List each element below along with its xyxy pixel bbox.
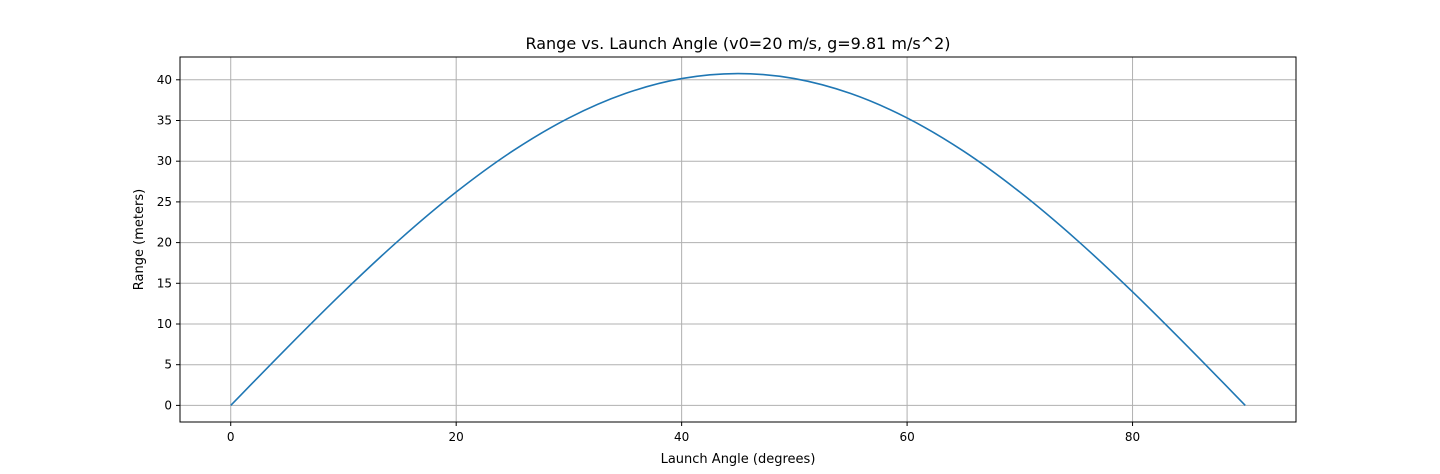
chart-title: Range vs. Launch Angle (v0=20 m/s, g=9.8…: [525, 34, 950, 53]
x-axis-label: Launch Angle (degrees): [661, 452, 816, 467]
grid-lines: [180, 57, 1296, 422]
y-axis-label: Range (meters): [132, 189, 147, 290]
y-axis-ticks: 0 5 10 15 20 25 30 35 40: [157, 73, 180, 412]
x-tick-label: 80: [1125, 430, 1140, 444]
plot-frame: [179, 56, 1297, 423]
y-tick-label: 15: [157, 276, 172, 290]
y-tick-label: 10: [157, 317, 172, 331]
y-tick-label: 35: [157, 113, 172, 127]
x-tick-label: 60: [899, 430, 914, 444]
y-tick-label: 30: [157, 154, 172, 168]
x-tick-label: 20: [449, 430, 464, 444]
x-axis-ticks: 0 20 40 60 80: [227, 422, 1140, 444]
y-tick-label: 0: [164, 398, 172, 412]
series-line: [230, 72, 1246, 406]
x-tick-label: 40: [674, 430, 689, 444]
series-layer: [230, 72, 1246, 406]
y-tick-label: 20: [157, 236, 172, 250]
y-tick-label: 25: [157, 195, 172, 209]
x-tick-label: 0: [227, 430, 235, 444]
y-tick-label: 40: [157, 73, 172, 87]
y-tick-label: 5: [164, 358, 172, 372]
